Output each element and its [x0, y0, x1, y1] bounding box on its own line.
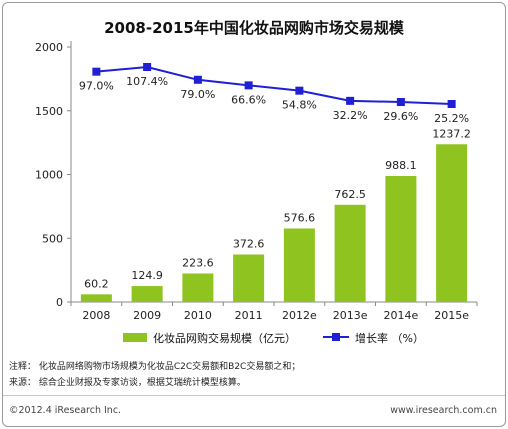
growth-marker — [396, 98, 405, 107]
bar-value-label: 576.6 — [284, 211, 316, 224]
growth-value-label: 79.0% — [180, 88, 215, 101]
x-tick-label: 2008 — [82, 309, 110, 322]
bar-value-label: 124.9 — [131, 269, 163, 282]
copyright: ©2012.4 iResearch Inc. — [9, 405, 122, 416]
x-tick-label: 2013e — [333, 309, 368, 322]
bar — [283, 228, 315, 302]
y-tick-label: 0 — [56, 296, 63, 309]
bar-value-label: 762.5 — [334, 188, 366, 201]
legend-line-label: 增长率 （%） — [355, 331, 424, 345]
growth-marker — [92, 67, 101, 76]
footer-divider — [3, 395, 505, 396]
bar — [436, 144, 468, 302]
bar-value-label: 1237.2 — [432, 127, 471, 140]
x-tick-label: 2010 — [184, 309, 212, 322]
x-tick-label: 2011 — [235, 309, 263, 322]
axes: 0 500 1000 1500 2000 2008 2009 2010 2011 2012e 201… — [35, 41, 478, 322]
growth-marker — [193, 75, 202, 84]
chart-title: 2008-2015年中国化妆品网购市场交易规模 — [104, 19, 405, 37]
growth-value-label: 97.0% — [79, 80, 114, 93]
y-tick-label: 2000 — [35, 41, 63, 54]
growth-marker — [346, 96, 355, 105]
growth-value-label: 54.8% — [282, 99, 317, 112]
bar-value-label: 223.6 — [182, 256, 214, 269]
growth-value-label: 66.6% — [231, 93, 266, 106]
chart-canvas: 2008-2015年中国化妆品网购市场交易规模 0 500 1000 1500 2000… — [35, 19, 478, 345]
source-text: 来源： 综合企业财报及专家访谈，根据艾瑞统计模型核算。 — [9, 378, 246, 388]
bar — [233, 254, 265, 302]
bar — [80, 294, 112, 302]
growth-marker — [295, 86, 304, 95]
growth-marker — [244, 81, 253, 90]
x-tick-label: 2012e — [282, 309, 317, 322]
legend-bar-label: 化妆品网购交易规模（亿元） — [153, 331, 296, 345]
bar — [131, 286, 163, 302]
x-tick-label: 2014e — [383, 309, 418, 322]
legend: 化妆品网购交易规模（亿元） 增长率 （%） — [123, 331, 424, 345]
y-tick-label: 1000 — [35, 169, 63, 182]
growth-value-label: 25.2% — [434, 112, 469, 125]
bar-value-label: 60.2 — [84, 277, 109, 290]
growth-value-label: 29.6% — [383, 110, 418, 123]
website: www.iresearch.com.cn — [390, 405, 497, 416]
x-tick-label: 2009 — [133, 309, 161, 322]
bar-value-label: 372.6 — [233, 237, 265, 250]
legend-bar-swatch — [123, 333, 147, 342]
bar — [385, 176, 417, 302]
growth-value-label: 32.2% — [333, 109, 368, 122]
growth-marker — [143, 63, 152, 71]
bar-series: 60.2 124.9 223.6 372.6 576.6 762.5 988.1 1237.2 — [80, 127, 471, 302]
y-tick-label: 1500 — [35, 105, 63, 118]
growth-value-label: 107.4% — [126, 75, 168, 88]
note-text: 注释： 化妆品网络购物市场规模为化妆品C2C交易额和B2C交易额之和； — [9, 362, 301, 372]
bar — [182, 273, 214, 302]
x-tick-label: 2015e — [434, 309, 469, 322]
y-tick-label: 500 — [42, 232, 63, 245]
growth-line — [96, 65, 452, 105]
bar — [334, 204, 366, 302]
bar-value-label: 988.1 — [385, 159, 417, 172]
growth-line-series: 97.0% 107.4% 79.0% 66.6% 54.8% 32.2% 29.6% 25.2… — [79, 63, 469, 125]
growth-marker — [447, 100, 456, 108]
legend-line-marker — [332, 333, 340, 341]
